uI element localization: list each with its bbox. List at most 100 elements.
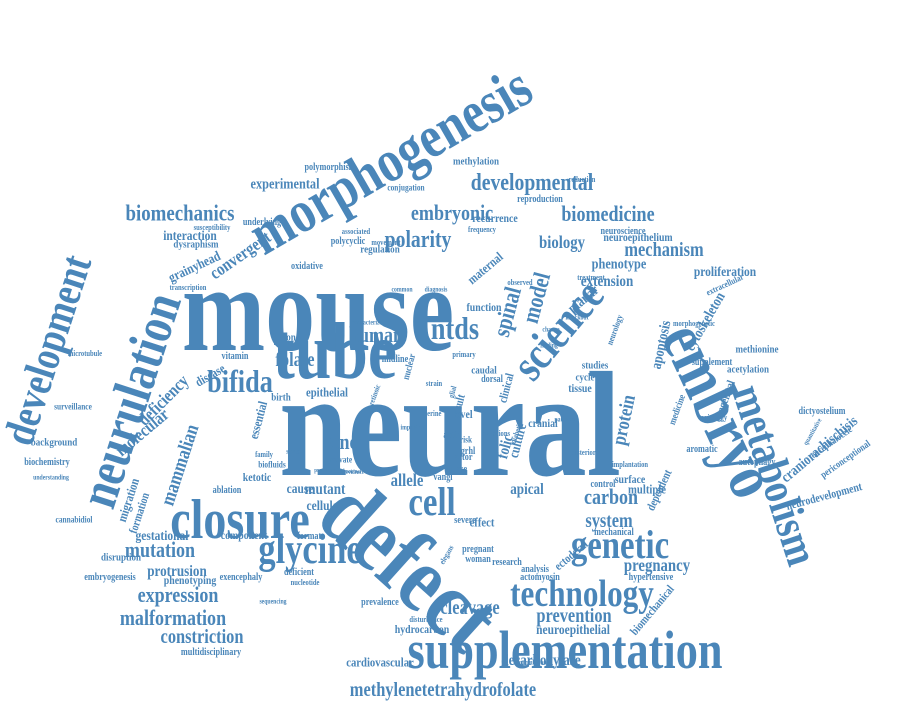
word-risk: risk [459,434,473,445]
word-finding: finding [540,341,558,350]
word-embryogenesis: embryogenesis [84,572,136,583]
word-midline: midline [381,354,409,365]
word-malformation: malformation [119,605,227,630]
word-movement: movement [371,238,401,247]
word-treatment: treatment [577,273,605,282]
word-essential: essential [245,399,271,441]
word-cellular: cellular [306,499,344,514]
word-posterior: posterior [570,448,596,457]
word-phenotype: phenotype [591,256,647,273]
word-nucleotide: nucleotide [290,578,320,587]
word-pyruvate: pyruvate [323,454,353,465]
word-actin: actin [443,430,461,441]
word-methylenetetrahydrofolate: methylenetetrahydrofolate [349,679,537,701]
word-supplement: supplement [691,357,733,368]
word-bifida: bifida [207,363,273,399]
word-genetic: genetic [570,522,670,567]
word-allele: allele [390,470,424,490]
word-methylation: methylation [452,155,500,168]
word-multiple: multiple [628,481,666,497]
word-tube: tube [273,308,397,396]
word-effect: effect [469,514,495,530]
word-phenotyping: phenotyping [163,573,217,587]
word-recurrence: recurrence [472,211,518,225]
word-frequency: frequency [468,225,496,234]
word-neural: neural [279,342,621,508]
word-level: level [453,407,473,421]
word-cranial: cranial [528,416,558,430]
word-common: common [391,285,413,294]
word-stress: stress [286,447,302,456]
word-function: function [466,300,502,314]
word-technology: technology [510,573,654,615]
word-prevalence: prevalence [361,597,399,608]
word-abnormal: abnormal [340,469,362,475]
word-surface: surface [614,472,646,486]
word-gene: gene [322,429,358,454]
word-biofluids: biofluids [258,459,286,470]
word-system: system [585,510,633,532]
word-change: change [542,325,560,334]
word-cell: cell [408,479,456,524]
word-embryonic: embryonic [410,200,494,225]
word-kinase: kinase [444,464,468,475]
word-proliferation: proliferation [693,265,757,280]
word-epithelial: epithelial [305,384,349,400]
word-knockout: knockout [565,313,589,322]
word-characterize: characterize [351,318,383,327]
word-glycine: glycine [258,527,362,573]
word-decarboxylase: decarboxylase [501,652,581,669]
word-vitamin: vitamin [221,351,249,362]
word-vangl: vangl [433,472,453,483]
word-experimental: experimental [250,176,320,193]
word-neuroscience: neuroscience [600,226,646,237]
word-interaction: interaction [163,229,217,244]
word-understanding: understanding [33,473,69,482]
word-woman: woman [465,554,491,565]
word-maternal: maternal [464,248,506,288]
word-aromatic: aromatic [686,444,718,455]
word-dysraphism: dysraphism [173,238,219,251]
word-pregnant: pregnant [462,544,494,555]
word-supplementation: supplementation [407,620,723,680]
word-neuroepithelial: neuroepithelial [536,623,610,638]
word-birth: birth [271,391,291,404]
word-analysis: analysis [521,564,549,575]
word-polymorphism: polymorphism [304,162,356,173]
word-grhl: grhl [460,446,476,457]
word-human: human [348,322,404,347]
word-factor: factor [451,452,473,463]
word-transcription: transcription [169,283,207,292]
word-expression: expression [137,582,219,607]
word-control: control [590,479,616,490]
word-ntds: ntds [430,310,480,346]
word-deficient: deficient [283,567,315,578]
word-regulation: regulation [360,243,400,256]
word-background: background [30,436,78,449]
word-cardiovascular: cardiovascular [346,654,414,670]
word-prevention: prevention [536,605,612,627]
word-folate: folate [275,349,315,371]
word-multidisciplinary: multidisciplinary [180,647,242,658]
word-reproduction: reproduction [517,194,563,205]
word-pathway: pathway [554,415,576,424]
word-serine: serine [424,409,442,418]
word-cause: cause [286,482,314,497]
word-cleavage: cleavage [440,597,500,619]
word-family: family [255,450,273,459]
word-polycyclic: polycyclic [330,236,366,247]
word-morphogenetic: morphogenetic [673,319,715,328]
word-observed: observed [507,278,533,287]
word-biology: biology [539,232,585,252]
word-neurology: neurology [604,313,625,347]
word-conjugation: conjugation [387,182,425,193]
word-extension: extension [580,273,634,290]
word-component: component [220,528,268,542]
word-evidence: evidence [345,470,365,476]
word-surveillance: surveillance [54,401,92,412]
word-diagnosis: diagnosis [424,285,448,294]
word-gestational: gestational [135,529,189,544]
word-properties: properties [314,468,336,474]
word-neuroepithelium: neuroepithelium [603,230,673,244]
